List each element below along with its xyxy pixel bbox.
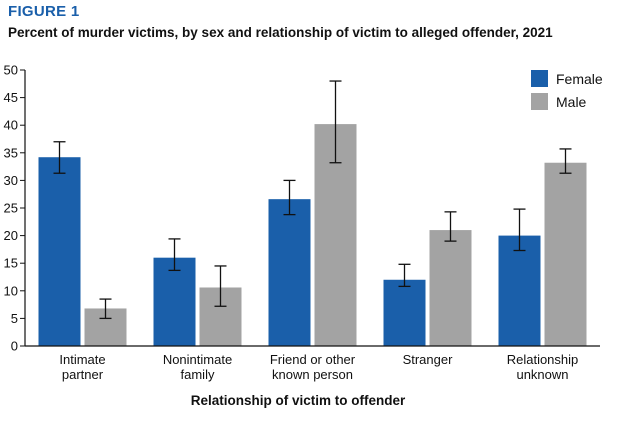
bar-female-4 xyxy=(498,235,541,346)
x-tick-label-line: unknown xyxy=(516,367,568,382)
y-axis: 0 5 10 15 20 25 30 35 40 45 50 xyxy=(4,63,26,354)
y-tick-label: 30 xyxy=(4,173,18,188)
x-axis: Intimate partner Nonintimate family Friend o… xyxy=(25,345,600,382)
x-axis-label: Relationship of victim to offender xyxy=(191,393,406,408)
y-tick-label: 45 xyxy=(4,90,18,105)
y-tick-label: 10 xyxy=(4,283,18,298)
y-tick-label: 0 xyxy=(11,339,18,354)
x-tick-label-line: known person xyxy=(272,367,353,382)
bar-female-3 xyxy=(383,279,426,346)
x-tick-label: Stranger xyxy=(403,352,454,367)
bar-female-0 xyxy=(38,157,81,346)
y-tick-label: 5 xyxy=(11,311,18,326)
bar-male-3 xyxy=(429,230,472,346)
error-bars xyxy=(53,80,572,320)
x-tick-label: Relationship unknown xyxy=(507,352,579,382)
y-tick-label: 15 xyxy=(4,256,18,271)
y-tick-label: 20 xyxy=(4,228,18,243)
y-tick-label: 25 xyxy=(4,201,18,216)
x-tick-label-line: Friend or other xyxy=(270,352,356,367)
x-tick-label: Friend or other known person xyxy=(270,352,356,382)
x-tick-label: Nonintimate family xyxy=(163,352,232,382)
figure-label: FIGURE 1 xyxy=(8,3,80,20)
bars xyxy=(38,124,587,346)
x-tick-label-line: Stranger xyxy=(403,352,454,367)
legend-swatch xyxy=(531,93,548,110)
y-tick-label: 40 xyxy=(4,118,18,133)
x-tick-label-line: Relationship xyxy=(507,352,579,367)
legend-label: Male xyxy=(556,94,587,110)
bar-female-1 xyxy=(153,257,196,346)
legend-swatch xyxy=(531,70,548,87)
x-tick-label: Intimate partner xyxy=(59,352,105,382)
bar-male-4 xyxy=(544,162,587,346)
bar-female-2 xyxy=(268,199,311,346)
x-tick-label-line: Intimate xyxy=(59,352,105,367)
legend-label: Female xyxy=(556,71,603,87)
x-tick-label-line: family xyxy=(181,367,215,382)
x-tick-label-line: partner xyxy=(62,367,104,382)
legend: Female Male xyxy=(531,70,603,110)
y-tick-label: 50 xyxy=(4,63,18,78)
chart-title: Percent of murder victims, by sex and re… xyxy=(8,25,553,40)
y-tick-label: 35 xyxy=(4,145,18,160)
x-tick-label-line: Nonintimate xyxy=(163,352,232,367)
